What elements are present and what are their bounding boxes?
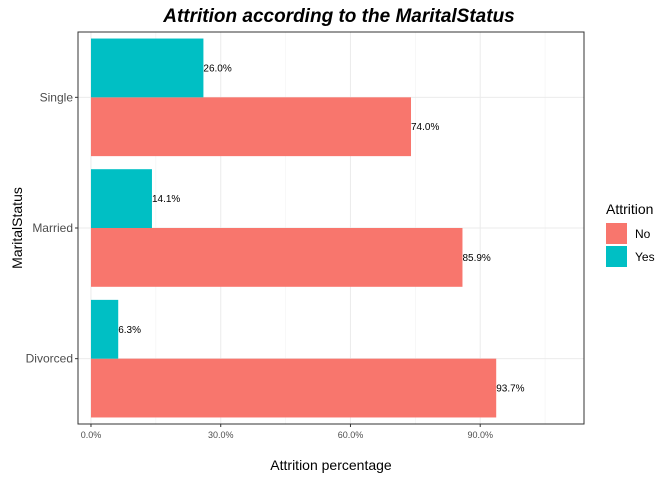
data-label: 6.3% bbox=[118, 325, 141, 336]
bar-no-single bbox=[90, 97, 412, 157]
data-label: 74.0% bbox=[411, 122, 439, 133]
chart-title: Attrition according to the MaritalStatus bbox=[162, 6, 515, 27]
data-label: 93.7% bbox=[496, 384, 524, 395]
y-tick-label: Divorced bbox=[26, 352, 73, 366]
legend-title: Attrition bbox=[606, 201, 653, 217]
y-axis: Divorced Married Single bbox=[26, 90, 78, 366]
legend-label-no: No bbox=[635, 227, 651, 241]
legend-key-yes bbox=[606, 246, 627, 267]
x-tick-label: 90.0% bbox=[467, 430, 493, 440]
y-tick-label: Married bbox=[32, 221, 73, 235]
y-tick-label: Single bbox=[40, 90, 74, 104]
legend-key-no bbox=[606, 223, 627, 244]
data-label: 26.0% bbox=[203, 63, 231, 74]
bar-no-married bbox=[90, 228, 463, 287]
bars bbox=[90, 38, 497, 418]
bar-yes-divorced bbox=[90, 299, 119, 359]
bar-yes-married bbox=[90, 169, 152, 228]
bar-no-divorced bbox=[90, 358, 497, 418]
data-labels: 93.7% 85.9% 74.0% 6.3% 14.1% 26.0% bbox=[118, 63, 524, 394]
x-axis: 0.0% 30.0% 60.0% 90.0% bbox=[81, 424, 493, 440]
legend-label-yes: Yes bbox=[635, 250, 655, 264]
y-axis-title: MaritalStatus bbox=[9, 187, 25, 269]
x-tick-label: 30.0% bbox=[208, 430, 234, 440]
x-tick-label: 0.0% bbox=[81, 430, 102, 440]
bar-yes-single bbox=[90, 38, 204, 98]
data-label: 85.9% bbox=[462, 253, 490, 264]
legend: Attrition No Yes bbox=[606, 201, 655, 267]
x-tick-label: 60.0% bbox=[338, 430, 364, 440]
x-axis-title: Attrition percentage bbox=[270, 457, 392, 473]
data-label: 14.1% bbox=[152, 194, 180, 205]
